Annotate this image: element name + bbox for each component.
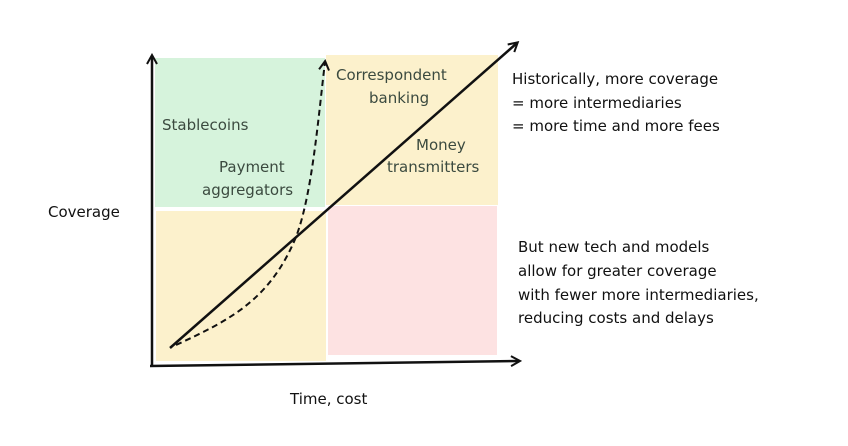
label-money-transmitters-1: Money <box>416 136 466 154</box>
label-payment-aggregators-1: Payment <box>219 158 285 176</box>
x-axis <box>149 361 519 368</box>
quadrant-top-right <box>326 55 498 205</box>
x-axis-label: Time, cost <box>289 390 367 408</box>
y-axis-label: Coverage <box>48 203 120 221</box>
quadrant-top-left <box>155 58 325 207</box>
note-historical-2: = more intermediaries <box>512 94 682 112</box>
label-money-transmitters-2: transmitters <box>387 158 479 176</box>
label-stablecoins: Stablecoins <box>162 116 249 134</box>
note-new-tech-4: reducing costs and delays <box>518 309 714 327</box>
label-payment-aggregators-2: aggregators <box>202 181 293 199</box>
note-historical-1: Historically, more coverage <box>512 70 718 88</box>
note-new-tech-2: allow for greater coverage <box>518 262 717 280</box>
note-new-tech-3: with fewer more intermediaries, <box>518 286 759 304</box>
note-new-tech-1: But new tech and models <box>518 238 710 256</box>
quadrant-bottom-right <box>328 206 497 355</box>
note-historical-3: = more time and more fees <box>512 117 720 135</box>
traditional-coverage-line <box>169 43 517 349</box>
label-correspondent-banking-1: Correspondent <box>336 66 447 84</box>
new-tech-coverage-curve <box>175 62 325 346</box>
label-correspondent-banking-2: banking <box>369 89 429 107</box>
